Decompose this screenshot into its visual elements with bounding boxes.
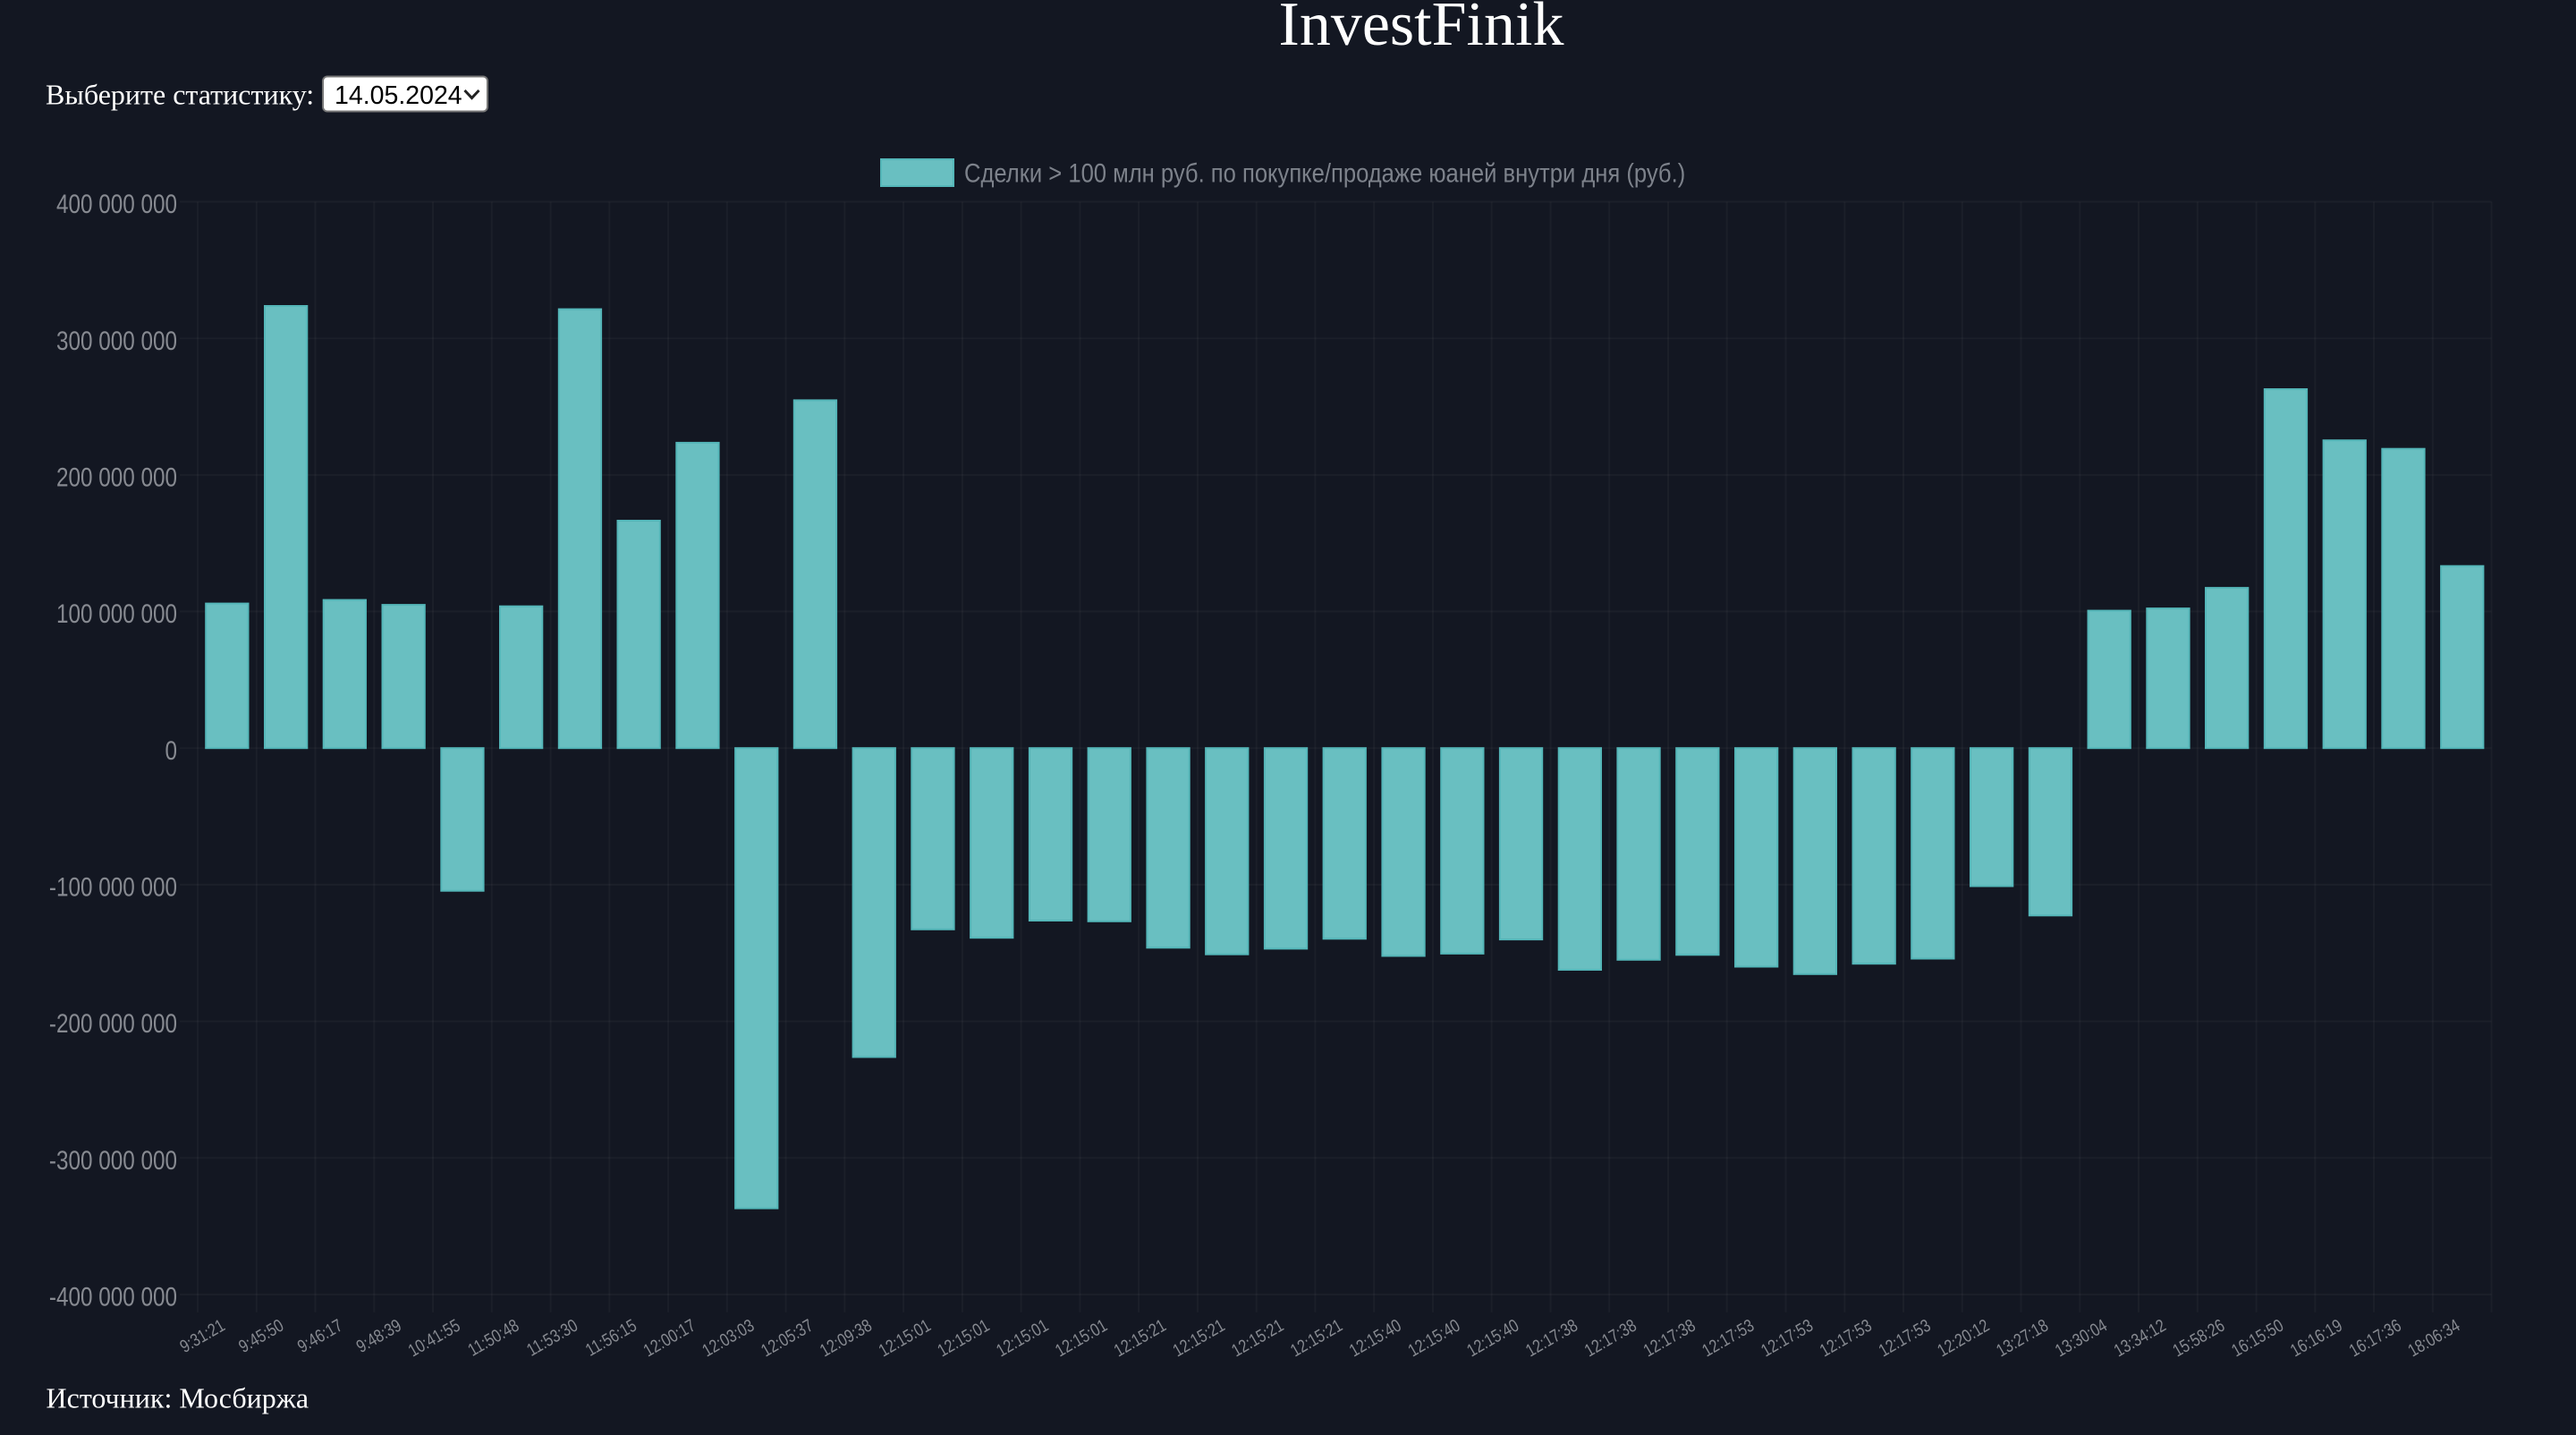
svg-text:12:15:40: 12:15:40	[1346, 1315, 1405, 1361]
svg-text:13:30:04: 13:30:04	[2052, 1315, 2111, 1361]
svg-text:12:15:21: 12:15:21	[1228, 1315, 1287, 1361]
svg-text:12:17:38: 12:17:38	[1640, 1315, 1699, 1361]
svg-text:12:17:53: 12:17:53	[1758, 1315, 1817, 1361]
svg-text:11:50:48: 11:50:48	[464, 1315, 522, 1360]
svg-text:200 000 000: 200 000 000	[56, 462, 177, 492]
svg-text:12:05:37: 12:05:37	[758, 1315, 817, 1361]
svg-text:18:06:34: 18:06:34	[2404, 1315, 2463, 1361]
svg-text:InvestFinik: InvestFinik	[1279, 0, 1564, 59]
svg-text:11:56:15: 11:56:15	[582, 1315, 640, 1360]
svg-text:100 000 000: 100 000 000	[56, 599, 177, 629]
svg-text:300 000 000: 300 000 000	[56, 325, 177, 355]
svg-text:9:48:39: 9:48:39	[353, 1315, 405, 1356]
svg-text:9:31:21: 9:31:21	[176, 1315, 228, 1356]
svg-text:12:17:53: 12:17:53	[1817, 1315, 1876, 1361]
svg-text:12:09:38: 12:09:38	[817, 1315, 876, 1361]
svg-text:-400 000 000: -400 000 000	[49, 1281, 177, 1312]
svg-text:-200 000 000: -200 000 000	[49, 1008, 177, 1039]
svg-text:13:34:12: 13:34:12	[2111, 1315, 2170, 1361]
svg-text:15:58:26: 15:58:26	[2169, 1315, 2228, 1361]
svg-text:13:27:18: 13:27:18	[1993, 1315, 2052, 1361]
svg-text:16:16:19: 16:16:19	[2287, 1315, 2346, 1361]
svg-text:10:41:55: 10:41:55	[405, 1315, 464, 1361]
svg-text:12:15:01: 12:15:01	[934, 1315, 993, 1361]
svg-text:-100 000 000: -100 000 000	[49, 871, 177, 902]
svg-text:12:15:01: 12:15:01	[1052, 1315, 1111, 1361]
svg-text:12:15:40: 12:15:40	[1463, 1315, 1522, 1361]
svg-text:12:00:17: 12:00:17	[640, 1315, 699, 1361]
svg-text:12:15:21: 12:15:21	[1111, 1315, 1170, 1361]
svg-text:9:46:17: 9:46:17	[294, 1315, 346, 1356]
svg-text:12:15:21: 12:15:21	[1169, 1315, 1228, 1361]
svg-text:12:17:53: 12:17:53	[1876, 1315, 1935, 1361]
svg-text:12:03:03: 12:03:03	[699, 1315, 758, 1361]
svg-text:12:15:40: 12:15:40	[1404, 1315, 1463, 1361]
svg-text:12:15:01: 12:15:01	[993, 1315, 1052, 1361]
svg-text:Выберите статистику:: Выберите статистику:	[46, 78, 314, 110]
svg-text:12:20:12: 12:20:12	[1934, 1315, 1993, 1361]
svg-text:11:53:30: 11:53:30	[523, 1315, 581, 1360]
svg-text:0: 0	[165, 734, 177, 765]
svg-text:12:15:01: 12:15:01	[876, 1315, 935, 1361]
svg-text:12:17:38: 12:17:38	[1581, 1315, 1640, 1361]
svg-text:14.05.2024: 14.05.2024	[335, 81, 462, 110]
svg-text:12:17:53: 12:17:53	[1699, 1315, 1758, 1361]
svg-text:9:45:50: 9:45:50	[235, 1315, 287, 1356]
svg-text:400 000 000: 400 000 000	[56, 189, 177, 219]
svg-text:16:15:50: 16:15:50	[2228, 1315, 2287, 1361]
svg-text:16:17:36: 16:17:36	[2346, 1315, 2405, 1361]
svg-text:12:15:21: 12:15:21	[1287, 1315, 1346, 1361]
svg-text:12:17:38: 12:17:38	[1522, 1315, 1581, 1361]
svg-text:-300 000 000: -300 000 000	[49, 1144, 177, 1175]
svg-text:Сделки > 100 млн руб. по покуп: Сделки > 100 млн руб. по покупке/продаже…	[964, 158, 1685, 188]
svg-text:Источник: Мосбиржа: Источник: Мосбиржа	[47, 1381, 309, 1414]
